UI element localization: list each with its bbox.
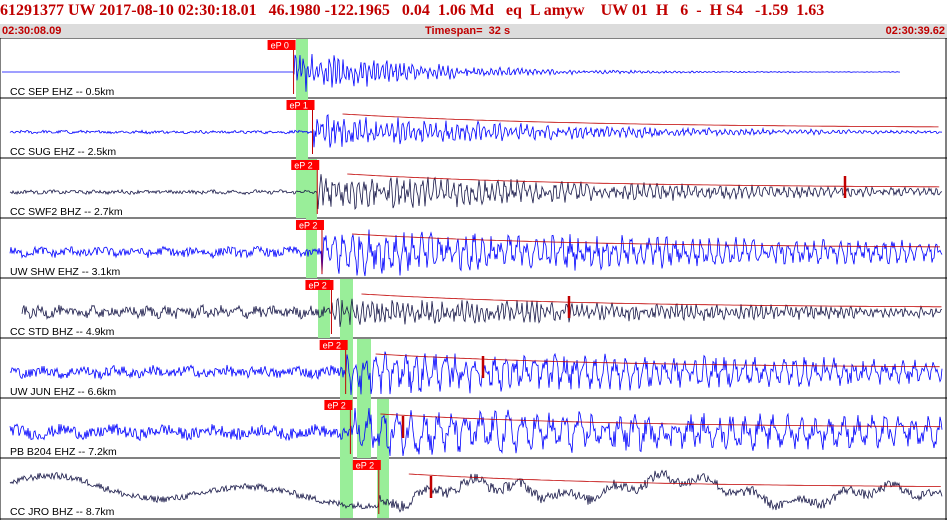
waveform-trace[interactable]: [9, 174, 943, 210]
event-title: 61291377 UW 2017-08-10 02:30:18.01 46.19…: [0, 2, 825, 19]
pick-label[interactable]: eP 0: [271, 41, 289, 51]
coda-fit-line: [361, 293, 942, 308]
coda-fit-line: [380, 413, 941, 428]
channel-label: CC SUG EHZ -- 2.5km: [10, 146, 116, 158]
waveform-trace[interactable]: [9, 351, 943, 395]
pick-label[interactable]: eP 2: [308, 281, 326, 291]
end-time: 02:30:39.62: [885, 25, 945, 37]
pick-label-box[interactable]: [352, 460, 381, 470]
coda-fit-line: [375, 353, 940, 368]
pick-window[interactable]: [296, 39, 308, 218]
waveform-canvas[interactable]: eP 0 CC SEP EHZ -- 0.5km eP 1 CC SUG EHZ --…: [0, 38, 947, 520]
channel-label: UW SHW EHZ -- 3.1km: [10, 266, 120, 278]
waveform-plot[interactable]: eP 0 CC SEP EHZ -- 0.5km eP 1 CC SUG EHZ --…: [0, 38, 947, 520]
channel-label: PB B204 EHZ -- 7.2km: [10, 446, 117, 458]
coda-fit-line: [408, 473, 941, 487]
pick-label-box[interactable]: [295, 220, 324, 230]
pick-label-box[interactable]: [324, 400, 353, 410]
pick-label[interactable]: eP 2: [356, 461, 374, 471]
pick-label-box[interactable]: [319, 340, 348, 350]
timespan-label: Timespan= 32 s: [425, 25, 511, 37]
start-time: 02:30:08.09: [2, 25, 62, 37]
channel-label: CC STD BHZ -- 4.9km: [10, 326, 115, 338]
pick-label-box[interactable]: [267, 40, 296, 50]
waveform-trace[interactable]: [2, 53, 901, 92]
channel-label: CC SWF2 BHZ -- 2.7km: [10, 206, 123, 218]
waveform-trace[interactable]: [21, 297, 942, 327]
channel-label: UW JUN EHZ -- 6.6km: [10, 386, 116, 398]
pick-window[interactable]: [306, 159, 317, 278]
pick-window[interactable]: [340, 279, 353, 518]
time-bar: 02:30:08.09 Timespan= 32 s 02:30:39.62: [0, 24, 947, 38]
channel-label: CC SEP EHZ -- 0.5km: [10, 86, 114, 98]
waveform-trace[interactable]: [9, 114, 943, 148]
waveform-trace[interactable]: [9, 469, 943, 513]
coda-fit-line: [342, 113, 939, 128]
pick-label[interactable]: eP 2: [323, 341, 341, 351]
waveform-trace[interactable]: [9, 407, 943, 457]
waveform-trace[interactable]: [9, 229, 943, 277]
channel-label: CC JRO BHZ -- 8.7km: [10, 506, 115, 518]
coda-fit-line: [351, 233, 940, 248]
pick-label[interactable]: eP 2: [327, 401, 345, 411]
pick-label[interactable]: eP 2: [294, 161, 312, 171]
pick-label-box[interactable]: [291, 160, 320, 170]
event-header: 61291377 UW 2017-08-10 02:30:18.01 46.19…: [0, 0, 947, 24]
pick-label-box[interactable]: [305, 280, 334, 290]
pick-label[interactable]: eP 1: [290, 101, 308, 111]
coda-fit-line: [347, 173, 940, 188]
pick-label-box[interactable]: [286, 100, 315, 110]
pick-label[interactable]: eP 2: [299, 221, 317, 231]
